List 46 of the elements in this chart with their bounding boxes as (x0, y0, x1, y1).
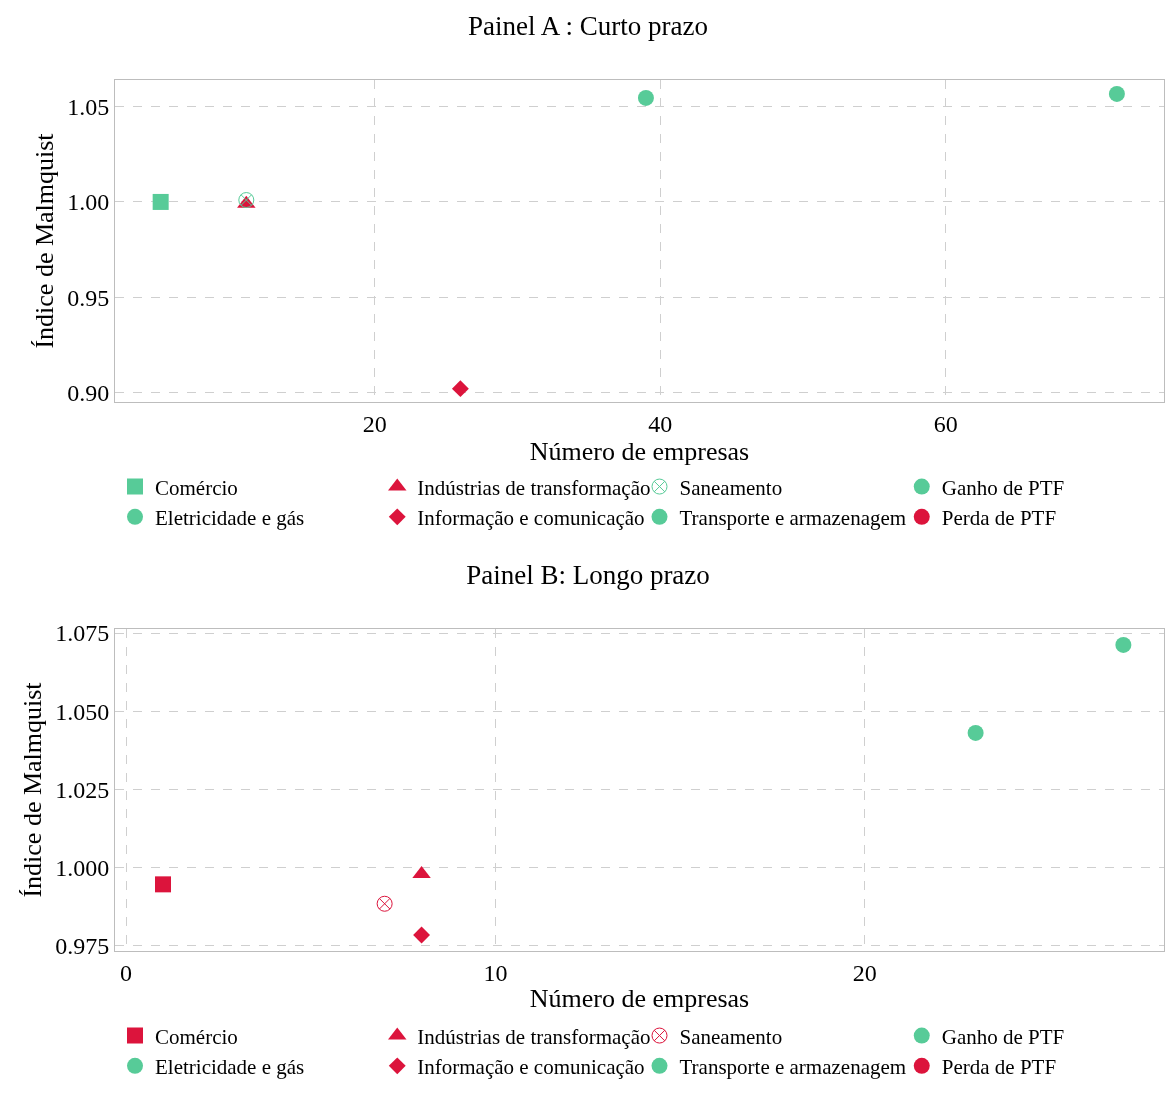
legend-label: Comércio (155, 475, 238, 500)
point (152, 193, 169, 210)
legend-label: Eletricidade e gás (155, 506, 305, 531)
point (1108, 85, 1125, 102)
legend-label: Comércio (155, 1024, 238, 1049)
point (1115, 636, 1132, 653)
legend-label: Saneamento (679, 1024, 783, 1049)
legend-label: Indústrias de transformação (417, 475, 651, 500)
x-axis-title: Número de empresas (529, 436, 750, 466)
legend-label: Saneamento (679, 475, 783, 500)
legend-label: Informação e comunicação (417, 1055, 645, 1080)
x-axis-title: Número de empresas (529, 984, 750, 1014)
legend-label: Indústrias de transformação (417, 1024, 651, 1049)
chart-title: Painel B: Longo prazo (466, 560, 710, 591)
x-tick-label: 0 (120, 959, 133, 986)
legend-label: Perda de PTF (941, 1055, 1057, 1080)
legend-label: Perda de PTF (941, 506, 1057, 531)
point (376, 895, 393, 912)
y-tick-label: 1.050 (55, 698, 110, 725)
chart-title: Painel A : Curto prazo (468, 11, 708, 42)
legend-label: Ganho de PTF (941, 475, 1065, 500)
x-tick-label: 20 (362, 410, 387, 437)
y-axis-title: Índice de Malmquist (17, 681, 47, 898)
x-tick-label: 40 (648, 410, 673, 437)
y-tick-label: 0.90 (67, 379, 110, 406)
x-tick-label: 20 (852, 959, 877, 986)
legend-label: Informação e comunicação (417, 506, 645, 531)
point (155, 876, 172, 893)
legend-label: Eletricidade e gás (155, 1055, 305, 1080)
x-tick-label: 60 (933, 410, 958, 437)
legend-label: Ganho de PTF (941, 1024, 1065, 1049)
legend-label: Transporte e armazenagem (679, 506, 907, 531)
y-axis-title: Índice de Malmquist (29, 132, 59, 349)
y-tick-label: 1.000 (55, 855, 110, 882)
legend-label: Transporte e armazenagem (679, 1055, 907, 1080)
point (413, 926, 431, 944)
y-tick-label: 1.00 (67, 189, 110, 216)
x-tick-label: 10 (483, 959, 508, 986)
y-tick-label: 1.075 (55, 620, 110, 647)
y-tick-label: 1.05 (67, 94, 110, 121)
y-tick-label: 1.025 (55, 776, 110, 803)
y-tick-label: 0.95 (67, 284, 110, 311)
point (451, 380, 469, 398)
y-tick-label: 0.975 (55, 933, 110, 960)
point (637, 89, 654, 106)
point (967, 724, 984, 741)
